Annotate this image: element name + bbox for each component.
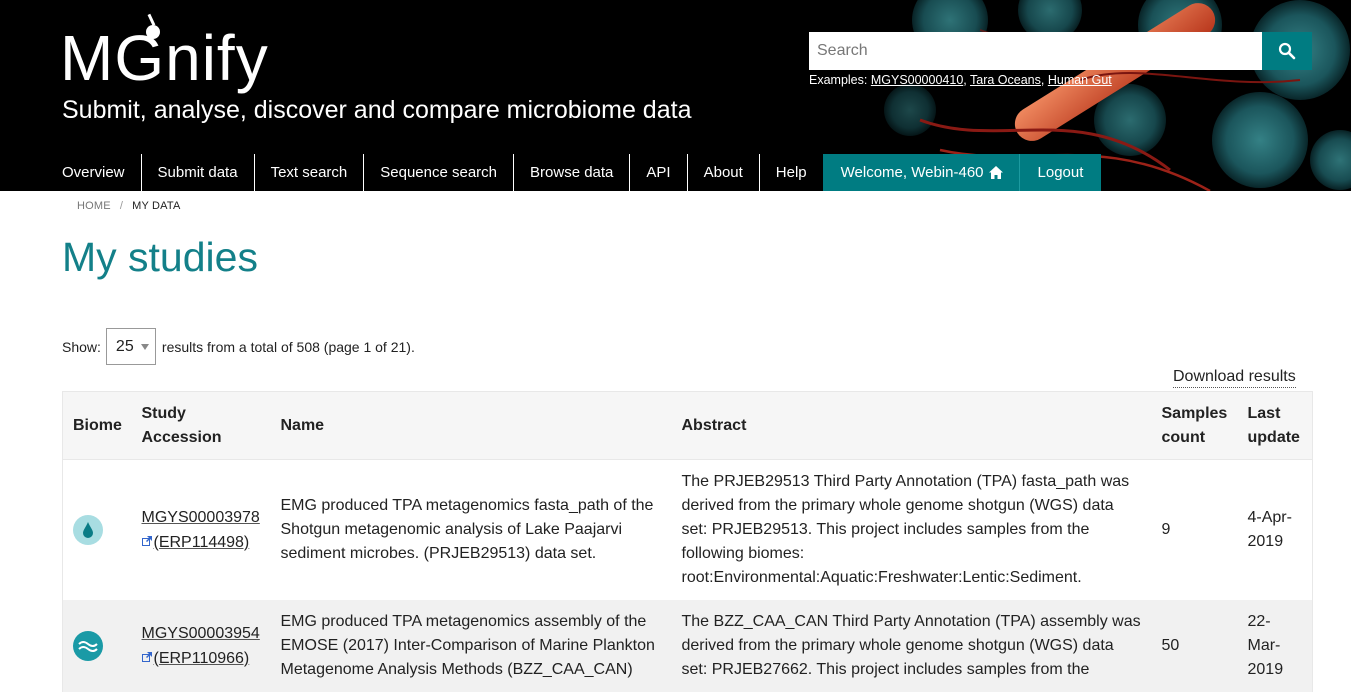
download-results-link[interactable]: Download results bbox=[1173, 368, 1296, 388]
column-header-samples[interactable]: Samples count bbox=[1161, 404, 1228, 446]
table-row: MGYS00003978 (ERP114498) EMG produced TP… bbox=[62, 459, 1313, 601]
welcome-label: Welcome, Webin-460 bbox=[840, 164, 984, 181]
last-update-cell: 22-Mar-2019 bbox=[1247, 613, 1284, 678]
results-summary: results from a total of 508 (page 1 of 2… bbox=[161, 338, 415, 355]
marine-icon bbox=[73, 631, 103, 661]
studies-table: Biome Study Accession Name Abstract Samp… bbox=[62, 391, 1313, 692]
nav-text-search[interactable]: Text search bbox=[255, 154, 365, 191]
last-update-cell: 4-Apr-2019 bbox=[1247, 509, 1292, 550]
samples-count-cell: 9 bbox=[1161, 521, 1171, 538]
page-size-value: 25 bbox=[115, 337, 134, 355]
accession-cell: MGYS00003954 (ERP110966) bbox=[132, 600, 271, 692]
samples-count-cell: 50 bbox=[1161, 637, 1180, 654]
nav-api[interactable]: API bbox=[630, 154, 688, 191]
nav-overview[interactable]: Overview bbox=[46, 154, 142, 191]
home-icon bbox=[988, 166, 1003, 179]
column-header-biome[interactable]: Biome bbox=[73, 416, 122, 434]
nav-browse-data[interactable]: Browse data bbox=[514, 154, 631, 191]
search-input[interactable] bbox=[809, 32, 1262, 70]
breadcrumb-home[interactable]: HOME bbox=[77, 200, 111, 212]
study-name-cell: EMG produced TPA metagenomics fasta_path… bbox=[280, 497, 654, 562]
table-header-row: Biome Study Accession Name Abstract Samp… bbox=[62, 391, 1313, 460]
breadcrumb: HOME / MY DATA bbox=[77, 200, 181, 212]
column-header-abstract[interactable]: Abstract bbox=[681, 416, 747, 434]
search-button[interactable] bbox=[1262, 32, 1312, 70]
nav-help[interactable]: Help bbox=[775, 164, 807, 181]
example-link-human-gut[interactable]: Human Gut bbox=[1047, 73, 1112, 87]
external-link-icon bbox=[141, 530, 152, 546]
biome-cell bbox=[63, 600, 132, 692]
study-abstract-cell: The PRJEB29513 Third Party Annotation (T… bbox=[681, 473, 1130, 586]
example-link-mgys00000410[interactable]: MGYS00000410 bbox=[870, 73, 964, 87]
microbe-banner-image bbox=[880, 0, 1351, 191]
freshwater-sediment-icon bbox=[73, 515, 103, 545]
column-header-accession[interactable]: Study Accession bbox=[141, 404, 222, 446]
biome-cell bbox=[63, 460, 132, 601]
column-header-last-update[interactable]: Last update bbox=[1247, 404, 1300, 446]
nav-logout[interactable]: Logout bbox=[1019, 154, 1102, 191]
site-tagline: Submit, analyse, discover and compare mi… bbox=[62, 96, 692, 124]
page-size-controls: Show: 25 results from a total of 508 (pa… bbox=[62, 327, 415, 366]
nav-sequence-search[interactable]: Sequence search bbox=[364, 154, 515, 191]
study-abstract-cell: The BZZ_CAA_CAN Third Party Annotation (… bbox=[681, 613, 1141, 678]
column-header-name[interactable]: Name bbox=[280, 416, 325, 434]
masthead: MGnify Submit, analyse, discover and com… bbox=[0, 0, 1351, 191]
study-accession-link[interactable]: MGYS00003954 bbox=[141, 624, 260, 642]
study-name-cell: EMG produced TPA metagenomics assembly o… bbox=[280, 613, 655, 678]
accession-cell: MGYS00003978 (ERP114498) bbox=[132, 460, 271, 601]
site-logo[interactable]: MGnify bbox=[60, 22, 269, 94]
external-link-icon bbox=[141, 646, 152, 662]
search-icon bbox=[1278, 42, 1296, 60]
table-row: MGYS00003954 (ERP110966) EMG produced TP… bbox=[62, 600, 1313, 692]
ena-accession-link[interactable]: (ERP110966) bbox=[153, 649, 250, 667]
nav-welcome-user[interactable]: Welcome, Webin-460 bbox=[822, 154, 1020, 191]
ena-accession-link[interactable]: (ERP114498) bbox=[153, 533, 250, 551]
nav-submit-data[interactable]: Submit data bbox=[142, 154, 255, 191]
caret-down-icon bbox=[140, 343, 149, 350]
search-examples: Examples: MGYS00000410, Tara Oceans, Hum… bbox=[809, 73, 1112, 87]
breadcrumb-current: MY DATA bbox=[132, 200, 181, 212]
microscope-logo-icon bbox=[146, 13, 160, 39]
examples-label: Examples: bbox=[809, 73, 868, 87]
show-label: Show: bbox=[62, 338, 101, 355]
page-title: My studies bbox=[62, 234, 258, 280]
study-accession-link[interactable]: MGYS00003978 bbox=[141, 508, 260, 526]
nav-about[interactable]: About bbox=[688, 154, 760, 191]
example-link-tara-oceans[interactable]: Tara Oceans bbox=[970, 73, 1041, 87]
page-size-select[interactable]: 25 bbox=[105, 328, 156, 365]
main-nav: Overview Submit data Text search Sequenc… bbox=[46, 154, 1102, 191]
